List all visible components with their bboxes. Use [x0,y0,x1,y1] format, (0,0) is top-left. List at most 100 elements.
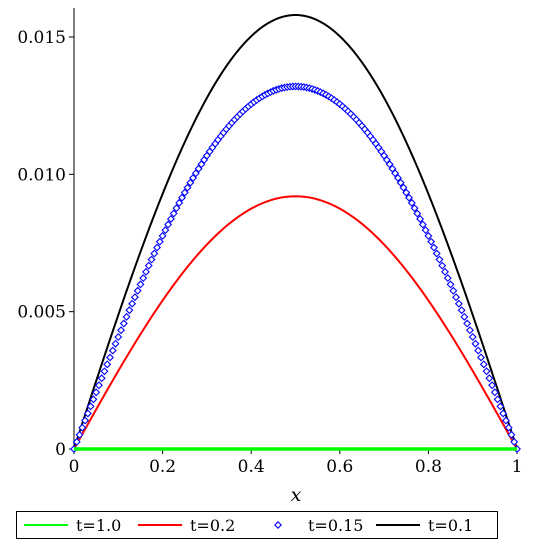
data-point [501,416,510,425]
data-point [164,220,173,229]
data-point [161,226,170,235]
legend-item-t-0-2: t=0.2 [138,516,235,535]
legend-label: t=1.0 [76,516,121,535]
legend-swatch [274,521,282,529]
data-point [142,267,150,276]
data-point [393,173,402,182]
x-axis-label: x [291,484,302,506]
data-point [125,306,134,315]
data-point [424,231,433,240]
data-point [166,215,175,223]
data-point [153,243,162,252]
data-point [485,374,494,383]
data-point [410,204,419,213]
data-point [130,293,139,302]
y-tick-label: 0.010 [17,165,66,185]
data-point [111,339,120,348]
data-point [438,261,447,270]
data-point [474,346,483,355]
data-point [482,367,491,376]
data-point [454,299,463,308]
data-point [194,164,203,173]
y-tick-label: 0.015 [17,28,66,48]
series-t-0-15-markers [70,82,521,453]
data-point [128,299,137,308]
legend: t=1.0 t=0.2 t=0.15 t=0.1 [16,511,498,539]
data-point [446,280,455,289]
data-point [405,193,413,202]
data-point [427,237,436,246]
data-point [186,178,195,187]
data-point [488,381,497,390]
series-t-0-1-line [73,13,518,450]
data-point [477,353,485,362]
x-tick-label: 0.2 [149,457,176,477]
data-point [432,249,441,258]
data-point [460,312,469,321]
data-point [150,249,159,258]
legend-item-t-0-15: t=0.15 [274,516,363,535]
data-point [155,237,164,246]
data-point [507,430,516,439]
data-point [133,286,142,295]
data-point [103,360,112,369]
data-point [81,416,90,425]
data-point [391,169,400,178]
x-tick-label: 1 [512,457,523,477]
data-point [122,312,131,321]
data-point [457,306,466,315]
axes: 0 0.2 0.4 0.6 0.8 1 0 0.005 0.010 0.015 [17,8,522,477]
x-tick-label: 0.8 [415,457,442,477]
data-point [189,173,198,182]
legend-label: t=0.1 [428,516,473,535]
data-point [479,360,488,369]
data-point [106,353,114,362]
x-tick-label: 0.6 [326,457,353,477]
data-point [385,160,394,169]
data-point [97,374,106,383]
data-point [499,409,508,418]
data-point [183,183,192,192]
data-point [92,388,101,397]
legend-item-t-0-1: t=0.1 [376,516,473,535]
data-point [416,215,425,223]
data-point [465,326,474,335]
data-point [421,226,430,235]
data-point [75,430,84,439]
x-tick-label: 0.4 [238,457,265,477]
data-point [172,204,181,213]
data-point [83,409,92,418]
data-point [178,193,186,202]
data-point [136,280,145,289]
data-point [119,319,128,328]
y-tick-label: 0 [55,440,66,460]
data-point [429,243,438,252]
data-point [407,198,416,207]
data-point [490,388,499,397]
data-point [147,255,156,264]
y-tick-label: 0.005 [17,303,66,323]
data-point [86,402,95,411]
data-point [402,188,411,197]
data-point [452,293,461,302]
legend-label: t=0.2 [190,516,235,535]
data-point [399,183,408,192]
legend-item-t-1-0: t=1.0 [24,516,121,535]
data-point [108,346,117,355]
data-point [468,332,477,341]
data-point [191,169,200,178]
data-point [72,437,81,446]
data-point [443,274,452,283]
plot-area [70,13,521,453]
data-point [175,198,184,207]
data-point [158,231,167,240]
data-point [169,209,178,218]
legend-label: t=0.15 [308,516,363,535]
data-point [418,220,427,229]
x-tick-label: 0 [69,457,80,477]
series-t-0-2-line [73,195,518,450]
data-point [471,339,480,348]
data-point [180,188,189,197]
data-point [78,423,87,432]
data-point [396,178,405,187]
